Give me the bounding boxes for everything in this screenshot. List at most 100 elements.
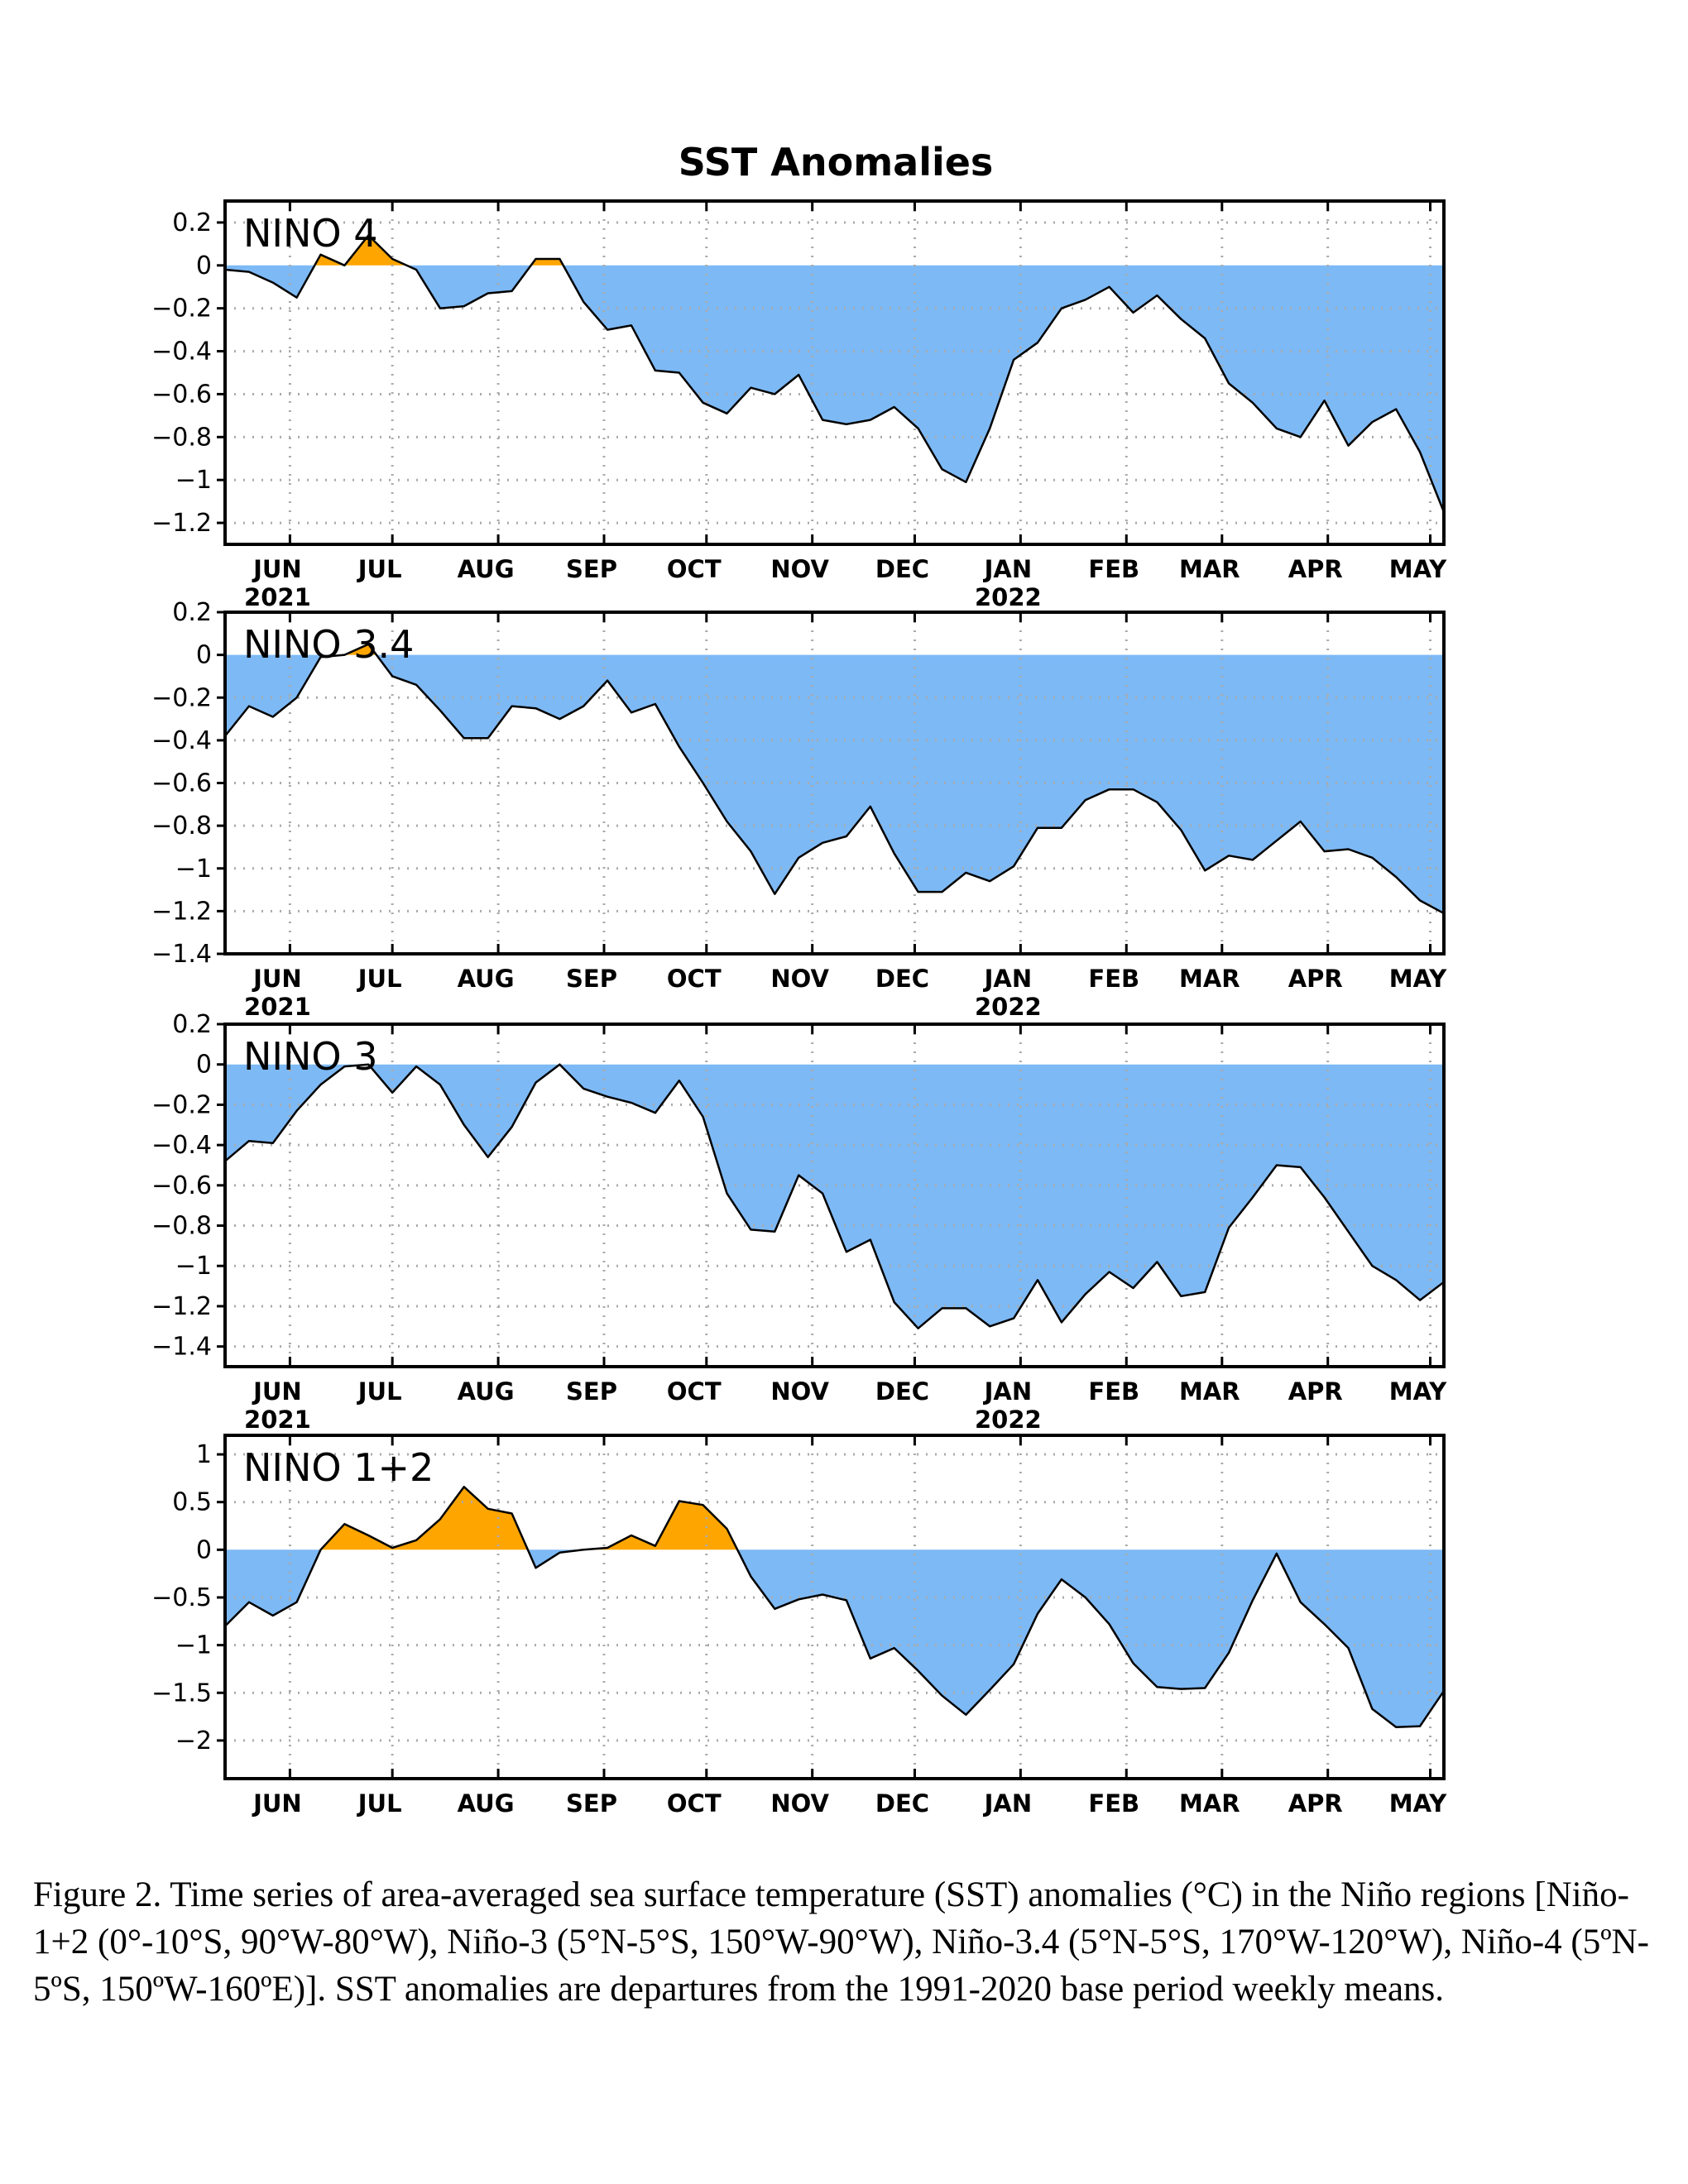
x-tick-label: SEP bbox=[566, 965, 617, 993]
x-tick-label: APR bbox=[1288, 965, 1343, 993]
y-tick-label: −1.4 bbox=[151, 1333, 212, 1362]
x-tick-label: OCT bbox=[667, 965, 722, 993]
y-tick-label: −1.4 bbox=[151, 940, 212, 969]
x-tick-label: APR bbox=[1288, 1789, 1343, 1818]
y-tick-label: −1 bbox=[175, 1631, 212, 1660]
y-tick-label: −1.2 bbox=[151, 1292, 212, 1321]
y-tick-label: −0.5 bbox=[151, 1583, 212, 1612]
x-tick-label: FEB bbox=[1088, 1789, 1139, 1818]
series-line bbox=[225, 1486, 1444, 1729]
x-tick-label: AUG bbox=[458, 1377, 515, 1406]
plot-frame bbox=[223, 1023, 1446, 1368]
x-tick-label: DEC bbox=[875, 965, 929, 993]
x-tick-label: DEC bbox=[875, 1789, 929, 1818]
x-tick-label: JUN bbox=[252, 1789, 302, 1818]
x-tick-label: SEP bbox=[566, 555, 617, 583]
x-tick-label: JAN bbox=[983, 1789, 1033, 1818]
y-tick-label: −2 bbox=[175, 1727, 212, 1755]
y-tick-label: −1 bbox=[175, 1252, 212, 1281]
x-tick-label: DEC bbox=[875, 1377, 929, 1406]
y-tick-label: −0.8 bbox=[151, 812, 212, 841]
figure-caption: Figure 2. Time series of area-averaged s… bbox=[33, 1875, 1649, 2009]
x-tick-label: JUN bbox=[252, 555, 302, 583]
x-tick-label: AUG bbox=[458, 1789, 515, 1818]
y-tick-label: −1 bbox=[175, 466, 212, 495]
y-tick-label: −0.4 bbox=[151, 726, 212, 755]
x-tick-label: NOV bbox=[770, 555, 829, 583]
x-tick-label: FEB bbox=[1088, 1377, 1139, 1406]
negative-anomaly-area bbox=[225, 1064, 1444, 1329]
x-tick-label: FEB bbox=[1088, 965, 1139, 993]
x-tick-label: NOV bbox=[770, 1377, 829, 1406]
x-tick-label: MAY bbox=[1389, 1377, 1448, 1406]
x-tick-label: MAR bbox=[1179, 965, 1240, 993]
series-line bbox=[225, 643, 1444, 915]
y-tick-label: −1.5 bbox=[151, 1679, 212, 1707]
y-tick-label: 0 bbox=[196, 1051, 212, 1080]
x-tick-label: NOV bbox=[770, 1789, 829, 1818]
x-tick-label: AUG bbox=[458, 555, 515, 583]
y-tick-label: −0.4 bbox=[151, 1131, 212, 1160]
panel-label: NINO 1+2 bbox=[243, 1445, 434, 1490]
series-line bbox=[225, 234, 1444, 513]
x-tick-label: MAY bbox=[1389, 555, 1448, 583]
x-year-label: 2022 bbox=[975, 993, 1042, 1021]
y-tick-label: 0.2 bbox=[172, 1010, 212, 1039]
x-year-label: 2021 bbox=[244, 1818, 311, 1820]
x-tick-label: MAR bbox=[1179, 1377, 1240, 1406]
x-tick-label: NOV bbox=[770, 965, 829, 993]
x-year-label: 2022 bbox=[975, 1406, 1042, 1434]
y-tick-label: −0.6 bbox=[151, 769, 212, 798]
positive-anomaly-area bbox=[225, 235, 1444, 266]
y-tick-label: −0.2 bbox=[151, 683, 212, 712]
x-year-label: 2021 bbox=[244, 583, 311, 611]
chart-title: SST Anomalies bbox=[679, 140, 994, 184]
y-tick-label: 0 bbox=[196, 251, 212, 280]
x-tick-label: AUG bbox=[458, 965, 515, 993]
panel-label: NINO 3 bbox=[243, 1034, 377, 1079]
x-tick-label: MAR bbox=[1179, 555, 1240, 583]
x-tick-label: MAR bbox=[1179, 1789, 1240, 1818]
y-tick-label: 0.2 bbox=[172, 208, 212, 237]
x-tick-label: SEP bbox=[566, 1377, 617, 1406]
x-tick-label: JUL bbox=[357, 965, 402, 993]
series-line bbox=[225, 1063, 1444, 1329]
y-tick-label: 0.2 bbox=[172, 598, 212, 627]
y-tick-label: −1.2 bbox=[151, 509, 212, 538]
y-tick-label: −1.2 bbox=[151, 897, 212, 926]
x-tick-label: SEP bbox=[566, 1789, 617, 1818]
negative-anomaly-area bbox=[225, 654, 1444, 913]
x-year-label: 2021 bbox=[244, 1406, 311, 1434]
x-tick-label: APR bbox=[1288, 1377, 1343, 1406]
x-tick-label: MAY bbox=[1389, 965, 1448, 993]
positive-anomaly-area bbox=[225, 1487, 1444, 1550]
panel-label: NINO 4 bbox=[243, 211, 377, 256]
x-year-label: 2022 bbox=[975, 583, 1042, 611]
negative-anomaly-area bbox=[225, 1549, 1444, 1727]
x-year-label: 2021 bbox=[244, 993, 311, 1021]
x-tick-label: JAN bbox=[983, 965, 1033, 993]
y-tick-label: −0.2 bbox=[151, 295, 212, 323]
y-tick-label: −0.4 bbox=[151, 338, 212, 366]
y-tick-label: 0 bbox=[196, 641, 212, 670]
x-tick-label: OCT bbox=[667, 555, 722, 583]
x-tick-label: JUL bbox=[357, 1377, 402, 1406]
x-tick-label: JUL bbox=[357, 1789, 402, 1818]
x-tick-label: APR bbox=[1288, 555, 1343, 583]
y-tick-label: −1 bbox=[175, 855, 212, 884]
plot-frame bbox=[223, 1434, 1446, 1780]
x-tick-label: JAN bbox=[983, 555, 1033, 583]
y-tick-label: −0.6 bbox=[151, 1171, 212, 1200]
y-tick-label: −0.8 bbox=[151, 1212, 212, 1241]
x-tick-label: JUL bbox=[357, 555, 402, 583]
y-tick-label: 0.5 bbox=[172, 1488, 212, 1517]
panel-label: NINO 3.4 bbox=[243, 622, 414, 667]
x-tick-label: DEC bbox=[875, 555, 929, 583]
negative-anomaly-area bbox=[225, 265, 1444, 513]
x-tick-label: JUN bbox=[252, 965, 302, 993]
sst-anomalies-figure: SST Anomalies 0.2 0 −0.2 −0.4 −0.6 −0.8 −1 −1.2… bbox=[151, 140, 1448, 1820]
